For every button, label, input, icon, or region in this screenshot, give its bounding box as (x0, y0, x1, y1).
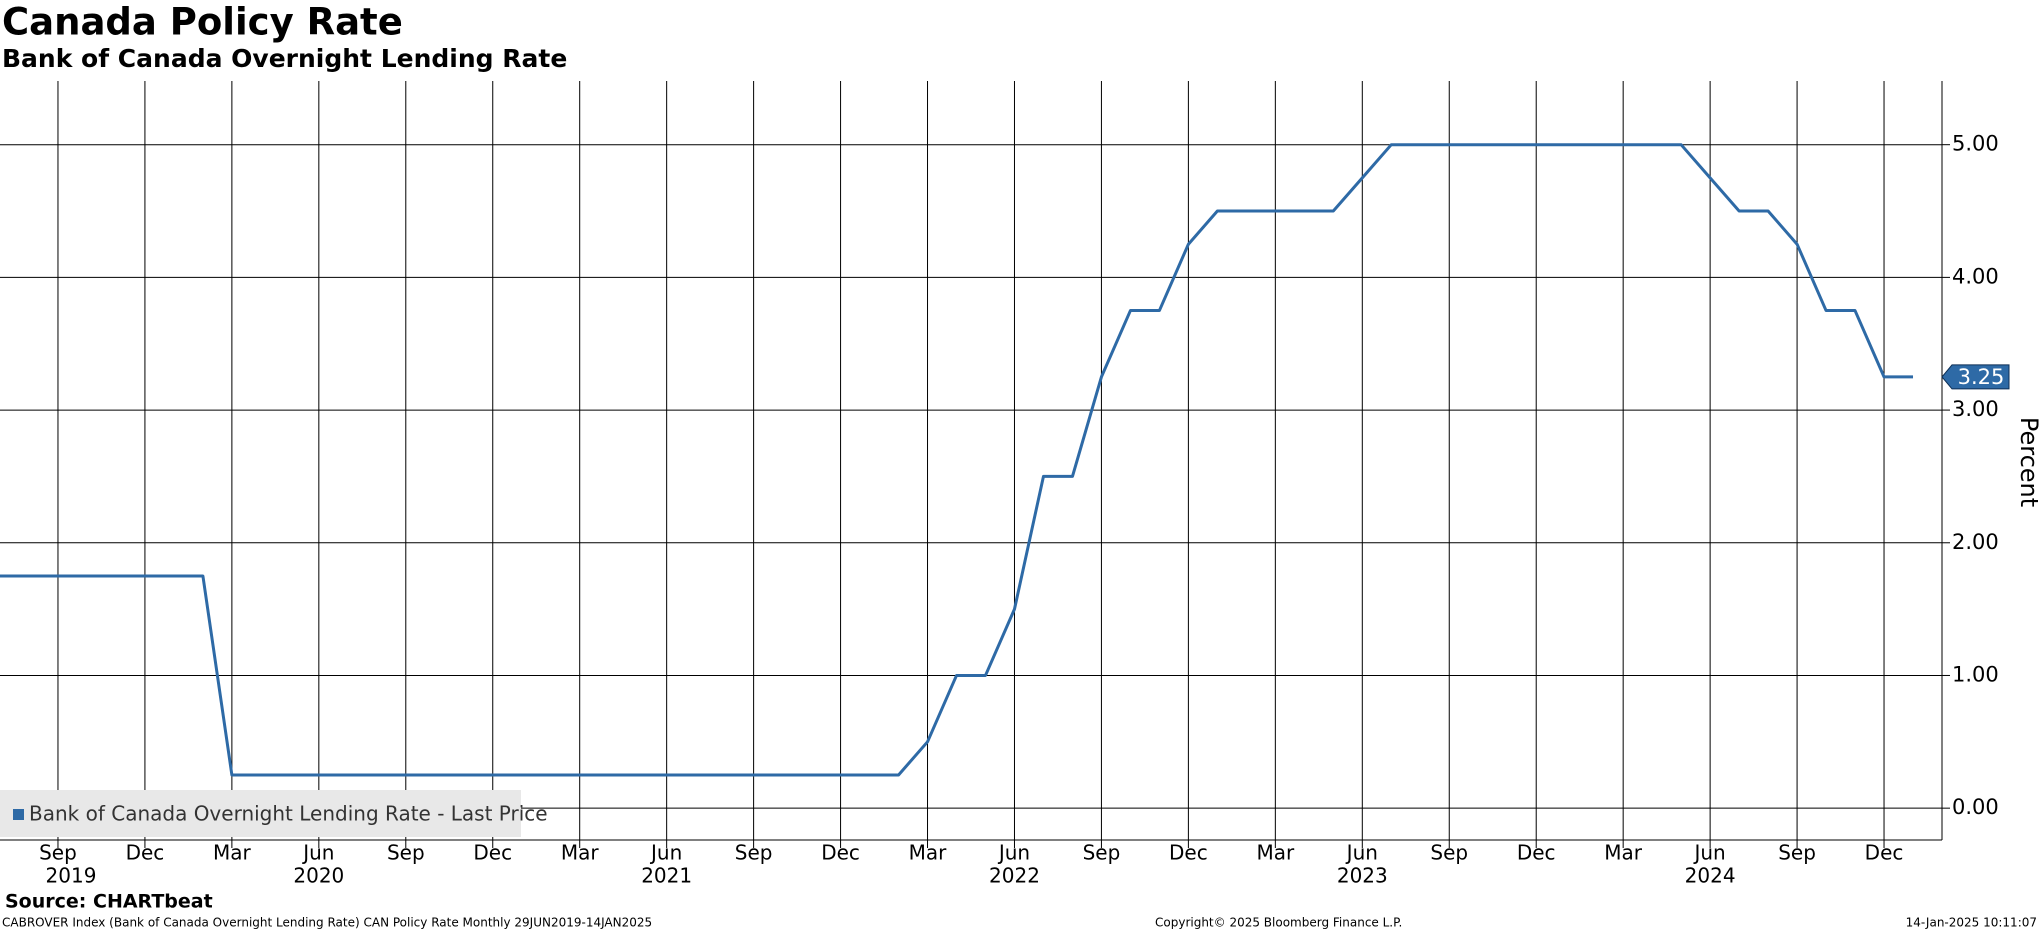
x-tick-label: Sep (1778, 841, 1816, 865)
x-tick-label: Dec (821, 841, 860, 865)
x-year-label: 2020 (293, 864, 344, 888)
legend-box (0, 790, 521, 837)
x-tick-label: Mar (1604, 841, 1643, 865)
chart-subtitle: Bank of Canada Overnight Lending Rate (2, 44, 567, 73)
y-tick-label: 1.00 (1952, 662, 1999, 686)
x-tick-label: Sep (1430, 841, 1468, 865)
x-year-label: 2022 (989, 864, 1040, 888)
legend: Bank of Canada Overnight Lending Rate - … (0, 790, 548, 837)
chart-title: Canada Policy Rate (2, 1, 403, 44)
x-tick-label: Jun (1692, 841, 1725, 865)
x-tick-label: Sep (1083, 841, 1121, 865)
y-tick-label: 2.00 (1952, 530, 1999, 554)
x-year-label: 2019 (46, 864, 97, 888)
x-year-label: 2021 (641, 864, 692, 888)
x-tick-label: Dec (1517, 841, 1556, 865)
y-axis-label: Percent (2015, 417, 2041, 507)
x-tick-label: Jun (301, 841, 334, 865)
footer-center: Copyright© 2025 Bloomberg Finance L.P. (1155, 916, 1402, 930)
x-tick-label: Mar (213, 841, 252, 865)
last-price-tag (1941, 364, 2010, 390)
legend-label: Bank of Canada Overnight Lending Rate - … (29, 802, 548, 826)
x-year-label: 2024 (1685, 864, 1736, 888)
source: Source: CHARTbeat (5, 891, 213, 913)
y-tick-label: 0.00 (1952, 795, 1999, 819)
x-tick-label: Dec (1865, 841, 1904, 865)
last-price-label: 3.25 (1958, 365, 2005, 389)
x-tick-label: Dec (126, 841, 165, 865)
x-tick-label: Mar (1256, 841, 1295, 865)
x-tick-label: Sep (735, 841, 773, 865)
data-line (0, 143, 1914, 777)
x-year-label: 2023 (1337, 864, 1388, 888)
x-tick-label: Mar (561, 841, 600, 865)
legend-swatch (13, 809, 24, 820)
y-tick-label: 3.00 (1952, 397, 1999, 421)
y-tick-label: 5.00 (1952, 132, 1999, 156)
x-tick-label: Mar (909, 841, 948, 865)
x-tick-label: Sep (387, 841, 425, 865)
x-tick-label: Sep (39, 841, 77, 865)
x-tick-label: Jun (649, 841, 682, 865)
x-tick-label: Jun (997, 841, 1030, 865)
footer-left: CABROVER Index (Bank of Canada Overnight… (2, 916, 652, 930)
x-tick-label: Dec (1169, 841, 1208, 865)
footer-right: 14-Jan-2025 10:11:07 (1906, 916, 2037, 930)
x-tick-label: Jun (1345, 841, 1378, 865)
x-tick-label: Dec (473, 841, 512, 865)
y-tick-label: 4.00 (1952, 264, 1999, 288)
